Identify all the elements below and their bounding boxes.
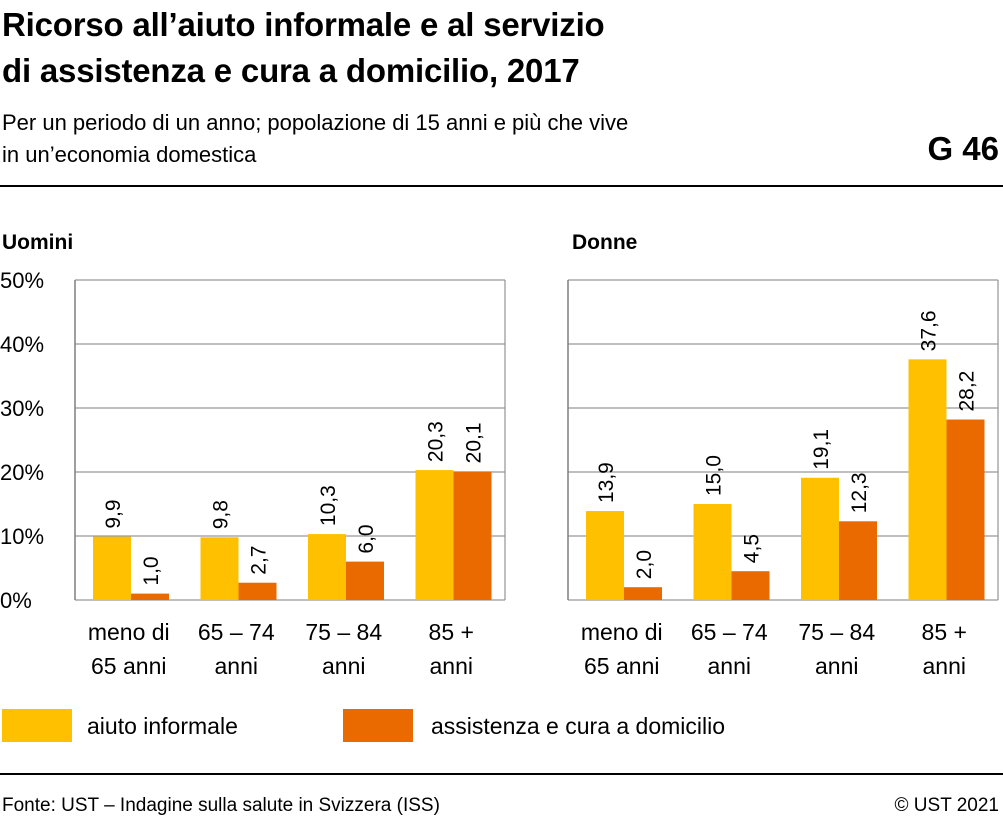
panel-2-bar <box>586 511 624 600</box>
panel-1-category-label: 75 – 84 <box>305 619 382 645</box>
panel-1-ytick-label: 10% <box>0 524 44 549</box>
panel-2-category-label: 65 – 74 <box>691 619 768 645</box>
panel-1-data-label: 20,1 <box>463 422 486 463</box>
panel-1-data-label: 6,0 <box>355 524 378 553</box>
panel-1-category-label: 65 – 74 <box>198 619 275 645</box>
panel-1-ytick-label: 30% <box>0 396 44 421</box>
panel-2-bar <box>624 587 662 600</box>
panel-1-data-label: 10,3 <box>317 485 340 526</box>
panel-2-bar <box>946 419 985 600</box>
legend-swatch-aiuto-informale <box>2 709 72 742</box>
chart-subtitle: Per un periodo di un anno; popolazione d… <box>2 107 822 171</box>
bottom-divider <box>0 773 1003 775</box>
panel-1-ytick-label: 0% <box>0 588 32 613</box>
panel-1-data-label: 9,9 <box>102 499 125 528</box>
panel-2-bar <box>731 571 770 600</box>
source-note: Fonte: UST – Indagine sulla salute in Sv… <box>2 795 440 816</box>
panel-1-bar <box>453 471 492 600</box>
panel-2-data-label: 2,0 <box>633 550 656 579</box>
panel-1-bar <box>415 470 454 600</box>
panel-2-bar <box>801 477 839 600</box>
panel-2-bar <box>693 504 732 600</box>
chart-subtitle-line2: in un’economia domestica <box>2 142 257 167</box>
panel-2-bar <box>839 521 877 600</box>
panel-1-category-label: 65 anni <box>91 653 166 679</box>
panel-1-category-label: meno di <box>88 619 170 645</box>
panel-1-bar <box>238 582 277 600</box>
legend-swatch-assistenza <box>343 709 413 742</box>
panel-1-data-label: 20,3 <box>425 421 448 462</box>
panel-1-bar <box>346 561 384 600</box>
panel-2-data-label: 19,1 <box>810 429 833 470</box>
copyright-note: © UST 2021 <box>894 795 999 816</box>
panel-1-ytick-label: 50% <box>0 268 44 293</box>
panel-2-data-label: 15,0 <box>703 455 726 496</box>
panel-1-ytick-label: 40% <box>0 332 44 357</box>
panel-1-bar <box>93 536 131 600</box>
chart-title-line1: Ricorso all’aiuto informale e al servizi… <box>2 6 605 43</box>
panel-2-data-label: 13,9 <box>595 462 618 503</box>
panel-1-category-label: 85 + <box>429 619 474 645</box>
panel-2-category-label: anni <box>923 653 966 679</box>
legend-label-assistenza: assistenza e cura a domicilio <box>431 713 726 739</box>
panel-1-bar <box>131 593 169 600</box>
legend-label-aiuto-informale: aiuto informale <box>87 713 238 739</box>
panel-2-category-label: 75 – 84 <box>798 619 875 645</box>
panel-2-data-label: 12,3 <box>848 472 871 513</box>
chart-title: Ricorso all’aiuto informale e al servizi… <box>2 2 902 94</box>
panel-1-bar <box>200 537 239 600</box>
panel-2-category-label: 65 anni <box>584 653 659 679</box>
chart-subtitle-line1: Per un periodo di un anno; popolazione d… <box>2 110 629 135</box>
panel-1-ytick-label: 20% <box>0 460 44 485</box>
panel-1-bar <box>308 534 346 600</box>
panel-1-title: Uomini <box>2 231 73 254</box>
panel-1-data-label: 9,8 <box>210 500 233 529</box>
panel-2-category-label: anni <box>815 653 858 679</box>
panel-1-category-label: anni <box>430 653 473 679</box>
panel-2-bar <box>908 359 947 600</box>
panel-1-data-label: 2,7 <box>248 546 271 575</box>
panel-2-data-label: 28,2 <box>956 371 979 412</box>
panel-2-title: Donne <box>572 231 637 254</box>
panel-1-category-label: anni <box>322 653 365 679</box>
panel-2-data-label: 4,5 <box>741 534 764 563</box>
top-divider <box>0 185 1003 187</box>
panel-2-category-label: anni <box>708 653 751 679</box>
chart-title-line2: di assistenza e cura a domicilio, 2017 <box>2 52 580 89</box>
panel-1-data-label: 1,0 <box>140 556 163 585</box>
chart-code: G 46 <box>927 130 999 167</box>
panel-2-category-label: 85 + <box>922 619 967 645</box>
panel-2-data-label: 37,6 <box>918 310 941 351</box>
panel-1-category-label: anni <box>215 653 258 679</box>
panel-2-category-label: meno di <box>581 619 663 645</box>
